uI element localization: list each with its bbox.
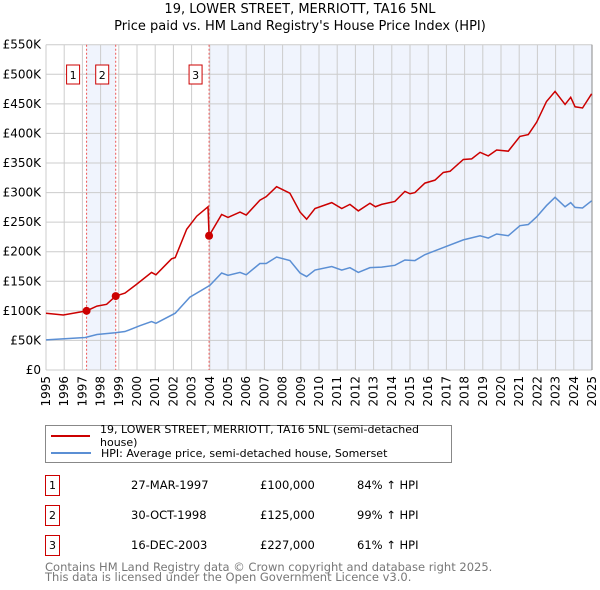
y-tick-label: £150K [3,274,43,288]
legend-red-line [51,435,90,437]
sale-date: 30-OCT-1998 [131,508,207,522]
x-tick-label: 2004 [203,376,217,407]
legend-blue-line [51,452,91,454]
y-tick-label: £500K [3,67,43,81]
sale-hpi: 99% ↑ HPI [357,508,419,522]
y-tick-label: £50K [10,333,42,347]
sale-hpi: 84% ↑ HPI [357,478,419,492]
sale-row: 3 16-DEC-2003 £227,000 61% ↑ HPI [45,535,445,556]
x-tick-label: 2007 [257,376,271,407]
sale-hpi: 61% ↑ HPI [357,538,419,552]
x-tick-label: 2020 [494,376,508,407]
x-tick-label: 2011 [330,376,344,407]
sale-label-box [95,64,110,85]
legend-property: 19, LOWER STREET, MERRIOTT, TA16 5NL (se… [100,423,420,449]
sale-number: 1 [45,475,60,496]
x-tick-label: 2001 [148,376,162,407]
footer-licence: This data is licensed under the Open Gov… [45,570,412,584]
y-tick-label: £350K [3,156,43,170]
x-tick-label: 1997 [75,376,89,407]
sale-label-box [66,64,81,85]
footer-copyright: Contains HM Land Registry data © Crown c… [45,560,493,574]
y-tick-label: £250K [3,215,43,229]
sale-row: 1 27-MAR-1997 £100,000 84% ↑ HPI [45,475,445,496]
x-tick-label: 2010 [312,376,326,407]
x-tick-label: 2002 [166,376,180,407]
sale-price: £125,000 [260,508,315,522]
chart-subtitle: Price paid vs. HM Land Registry's House … [114,19,486,34]
sale-label-box [188,64,203,85]
y-tick-label: £400K [3,126,43,140]
y-tick-label: £450K [3,97,43,111]
series-line [45,196,593,341]
x-tick-label: 2025 [585,376,599,407]
x-tick-label: 2019 [476,376,490,407]
x-tick-label: 1996 [57,376,71,407]
sale-point [82,306,91,315]
x-tick-label: 1995 [39,376,53,407]
sale-number: 3 [45,535,60,556]
legend: 19, LOWER STREET, MERRIOTT, TA16 5NL (se… [45,423,452,463]
x-tick-label: 2018 [458,376,472,407]
y-tick-label: £0 [26,363,41,377]
x-tick-label: 2009 [294,376,308,407]
shaded-region [86,44,116,370]
y-tick-label: £550K [3,38,43,52]
sale-price: £100,000 [260,478,315,492]
chart-title: 19, LOWER STREET, MERRIOTT, TA16 5NL [164,2,436,17]
sale-date: 27-MAR-1997 [131,478,209,492]
x-tick-label: 2013 [367,376,381,407]
sale-label: 1 [70,69,77,82]
x-tick-label: 2023 [549,376,563,407]
x-tick-label: 2021 [512,376,526,407]
x-tick-label: 2015 [403,376,417,407]
x-tick-label: 2016 [421,376,435,407]
sale-label: 3 [192,69,199,82]
legend-hpi: HPI: Average price, semi-detached house,… [101,446,388,460]
sale-label: 2 [99,69,106,82]
x-tick-label: 1998 [94,376,108,407]
x-tick-label: 2022 [530,376,544,407]
x-tick-label: 2008 [276,376,290,407]
x-tick-label: 2024 [567,376,581,407]
price-chart: 1995 1996 1997 1998 1999 2000 2001 2002 2003 2004… [3,38,599,407]
x-tick-label: 2017 [439,376,453,407]
x-tick-label: 1999 [112,376,126,407]
sale-date: 16-DEC-2003 [131,538,208,552]
y-tick-label: £300K [3,186,43,200]
sale-point [205,231,214,240]
sale-price: £227,000 [260,538,315,552]
x-tick-label: 2003 [185,376,199,407]
x-tick-label: 2012 [348,376,362,407]
y-tick-label: £200K [3,245,43,259]
x-tick-label: 2005 [221,376,235,407]
sale-number: 2 [45,505,60,526]
sale-point [111,292,120,301]
sale-row: 2 30-OCT-1998 £125,000 99% ↑ HPI [45,505,445,526]
shaded-region [209,44,592,370]
x-tick-label: 2000 [130,376,144,407]
y-tick-label: £100K [3,304,43,318]
series-line [45,90,593,316]
x-tick-label: 2006 [239,376,253,407]
x-tick-label: 2014 [385,376,399,407]
